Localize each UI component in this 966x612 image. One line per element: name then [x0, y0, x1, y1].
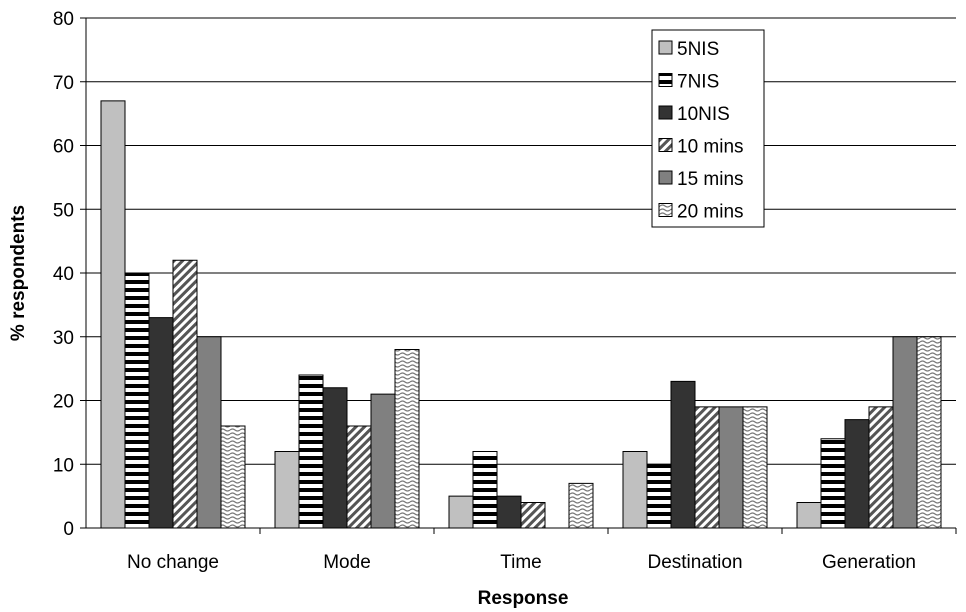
bar-no-change-15-mins	[196, 336, 222, 529]
legend-label: 10NIS	[677, 104, 730, 125]
bar-destination-5nis	[622, 451, 648, 529]
y-tick-label: 30	[53, 328, 74, 349]
bar-mode-15-mins	[370, 393, 396, 529]
y-tick-label: 80	[53, 9, 74, 30]
legend-swatch	[658, 203, 673, 217]
bar-destination-7nis	[646, 463, 672, 529]
legend-label: 20 mins	[677, 202, 744, 223]
bar-generation-7nis	[820, 438, 846, 529]
y-tick-label: 20	[53, 392, 74, 413]
legend: 5NIS 7NIS 10NIS 10 mins 15 mins 20 mins	[651, 29, 765, 228]
x-tick-label: Generation	[822, 552, 916, 573]
bar-destination-20-mins	[742, 406, 768, 529]
x-tick-label: No change	[127, 552, 219, 573]
bar-time-7nis	[472, 451, 498, 529]
bar-generation-10-mins	[868, 406, 894, 529]
x-tick-label: Destination	[647, 552, 742, 573]
bar-no-change-10nis	[148, 317, 174, 529]
bar-generation-5nis	[796, 502, 822, 529]
bar-no-change-5nis	[100, 100, 126, 529]
y-tick-label: 50	[53, 200, 74, 221]
y-tick-label: 40	[53, 264, 74, 285]
bar-time-5nis	[448, 495, 474, 529]
legend-swatch	[658, 73, 673, 87]
bar-mode-10nis	[322, 387, 348, 529]
y-axis-title: % respondents	[8, 205, 29, 341]
bar-destination-10-mins	[694, 406, 720, 529]
legend-swatch	[658, 138, 673, 152]
legend-label: 7NIS	[677, 72, 719, 93]
bar-mode-7nis	[298, 374, 324, 529]
legend-label: 5NIS	[677, 39, 719, 60]
bar-no-change-20-mins	[220, 425, 246, 529]
x-tick-labels: No change Mode Time Destination Generation	[127, 552, 916, 573]
bar-destination-15-mins	[718, 406, 744, 529]
bar-generation-15-mins	[892, 336, 918, 529]
x-axis-title: Response	[478, 588, 569, 609]
bar-mode-5nis	[274, 451, 300, 529]
bar-mode-20-mins	[394, 349, 420, 529]
bar-time-10nis	[496, 495, 522, 529]
axes	[80, 17, 957, 534]
y-tick-label: 0	[63, 519, 74, 540]
legend-box	[651, 29, 765, 228]
bar-destination-10nis	[670, 380, 696, 529]
y-tick-label: 70	[53, 73, 74, 94]
bar-generation-20-mins	[916, 336, 942, 529]
legend-label: 15 mins	[677, 169, 744, 190]
bars	[100, 100, 942, 529]
legend-swatch	[658, 40, 673, 55]
y-tick-label: 60	[53, 137, 74, 158]
x-tick-label: Mode	[323, 552, 371, 573]
gridlines	[86, 17, 956, 465]
y-tick-labels: 0 10 20 30 40 50 60 70 80	[53, 9, 74, 540]
legend-swatch	[658, 170, 673, 185]
bar-generation-10nis	[844, 419, 870, 529]
bar-no-change-7nis	[124, 272, 150, 529]
bar-time-20-mins	[568, 482, 594, 529]
bar-time-10-mins	[520, 502, 546, 529]
bar-mode-10-mins	[346, 425, 372, 529]
y-tick-label: 10	[53, 455, 74, 476]
bar-no-change-10-mins	[172, 259, 198, 529]
legend-label: 10 mins	[677, 137, 744, 158]
x-tick-label: Time	[500, 552, 542, 573]
legend-swatch	[658, 105, 673, 120]
